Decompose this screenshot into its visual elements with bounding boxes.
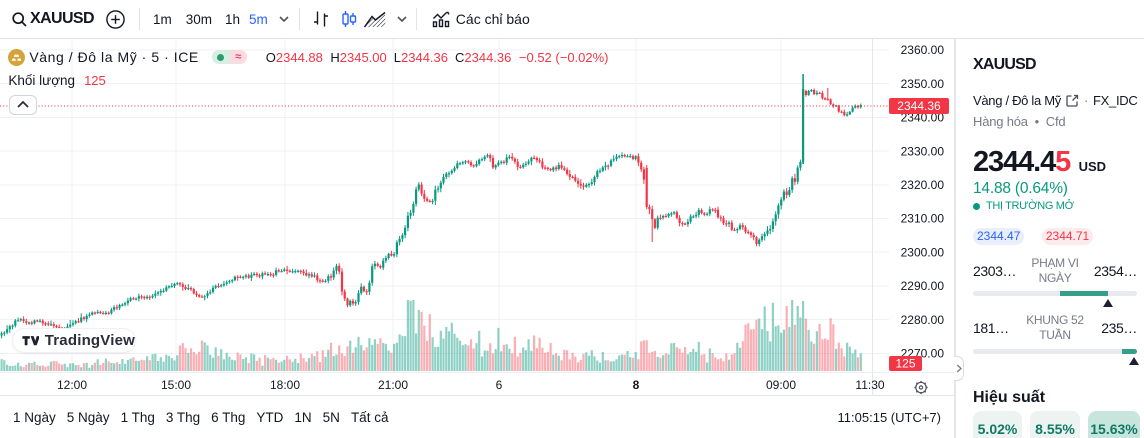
svg-text:2330.00: 2330.00 bbox=[901, 144, 945, 158]
svg-text:18:00: 18:00 bbox=[270, 378, 300, 392]
svg-text:2290.00: 2290.00 bbox=[901, 279, 945, 293]
svg-text:21:00: 21:00 bbox=[378, 378, 408, 392]
svg-text:2310.00: 2310.00 bbox=[901, 212, 945, 226]
svg-text:2320.00: 2320.00 bbox=[901, 178, 945, 192]
svg-text:15:00: 15:00 bbox=[161, 378, 191, 392]
svg-text:2360.00: 2360.00 bbox=[901, 43, 945, 57]
svg-text:2344.36: 2344.36 bbox=[897, 99, 941, 113]
svg-text:2300.00: 2300.00 bbox=[901, 245, 945, 259]
svg-text:2280.00: 2280.00 bbox=[901, 313, 945, 327]
svg-text:09:00: 09:00 bbox=[766, 378, 796, 392]
svg-text:6: 6 bbox=[496, 378, 503, 392]
svg-text:2350.00: 2350.00 bbox=[901, 77, 945, 91]
svg-text:125: 125 bbox=[895, 356, 915, 370]
svg-text:12:00: 12:00 bbox=[57, 378, 87, 392]
svg-text:8: 8 bbox=[633, 378, 640, 392]
svg-text:2340.00: 2340.00 bbox=[901, 111, 945, 125]
svg-text:11:30: 11:30 bbox=[855, 378, 884, 392]
